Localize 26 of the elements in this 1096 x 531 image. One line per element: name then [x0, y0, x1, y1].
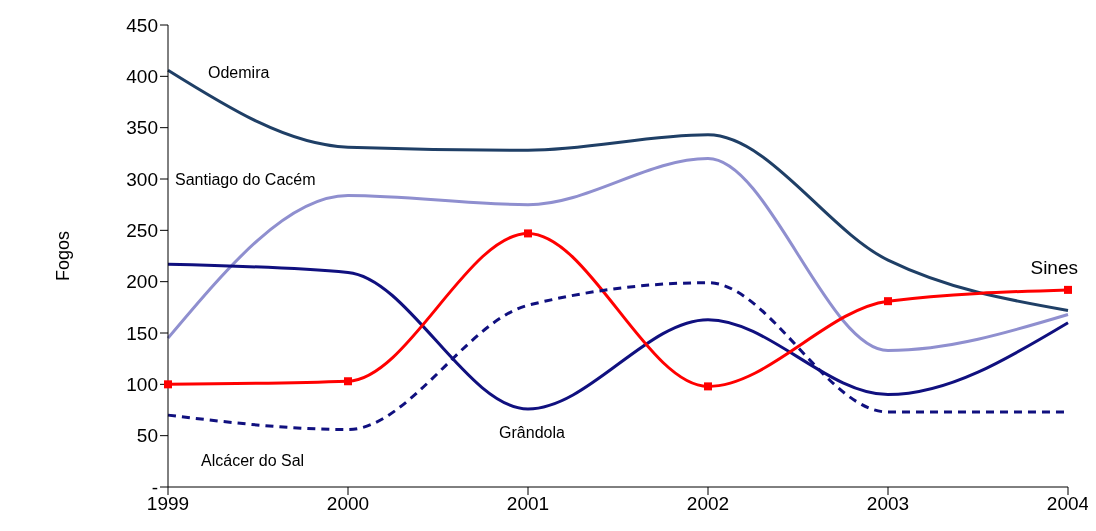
y-tick-label: 100	[126, 374, 158, 396]
y-tick-label: 250	[126, 220, 158, 242]
series-label: Alcácer do Sal	[201, 452, 305, 470]
series-label: Sines	[1030, 256, 1078, 278]
y-tick-label: 200	[126, 271, 158, 293]
point	[344, 377, 352, 386]
series-label: Odemira	[208, 64, 270, 82]
x-tick-label: 2002	[686, 493, 730, 515]
point	[164, 380, 172, 389]
series-label: Grândola	[499, 423, 566, 441]
y-tick-label: 150	[126, 322, 158, 344]
y-tick-label: 300	[126, 168, 158, 190]
y-axis-title: Fogos	[53, 230, 74, 282]
x-tick-label: 2004	[1046, 493, 1090, 515]
point	[884, 297, 892, 306]
point	[704, 382, 712, 391]
y-tick-label: 450	[126, 14, 158, 36]
y-tick-label: 50	[136, 425, 158, 447]
point	[524, 229, 532, 238]
y-tick-label: 400	[126, 66, 158, 88]
point	[1064, 285, 1072, 294]
x-tick-label: 2000	[326, 493, 370, 515]
y-tick-label: 350	[126, 117, 158, 139]
x-tick-label: 2001	[506, 493, 550, 515]
x-tick-label: 2003	[866, 493, 910, 515]
series-label: Santiago do Cacém	[175, 171, 316, 189]
